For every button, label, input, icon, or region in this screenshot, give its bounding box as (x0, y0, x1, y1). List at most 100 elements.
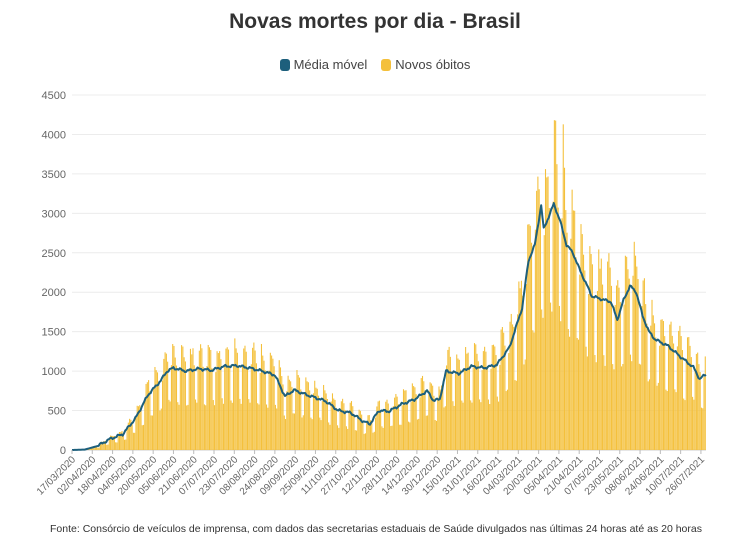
daily-death-bar (576, 337, 578, 450)
daily-death-bar (542, 317, 544, 450)
daily-death-bar (302, 415, 304, 450)
daily-death-bar (189, 348, 192, 450)
daily-death-bar (102, 441, 104, 450)
daily-death-bar (481, 370, 483, 450)
daily-death-bar (591, 264, 593, 450)
daily-death-bar (328, 422, 330, 450)
daily-death-bar (317, 395, 320, 450)
daily-death-bar (697, 352, 699, 450)
daily-death-bar (245, 351, 247, 450)
daily-death-bar (531, 242, 533, 450)
legend-item-media-movel[interactable]: Média móvel (279, 57, 367, 72)
daily-death-bar (343, 403, 345, 450)
daily-death-bar (269, 352, 271, 450)
y-tick-label: 0 (60, 445, 66, 457)
daily-death-bar (504, 345, 506, 450)
daily-death-bar (290, 381, 292, 450)
daily-death-bar (602, 284, 604, 450)
daily-death-bar (529, 225, 531, 450)
daily-death-bar (647, 381, 649, 450)
daily-death-bar (547, 176, 549, 450)
daily-death-bar (551, 311, 553, 450)
daily-death-bar (556, 164, 558, 450)
moving-average-line (71, 202, 707, 451)
daily-death-bar (486, 367, 488, 450)
daily-death-bar (211, 368, 213, 450)
daily-death-bar (240, 403, 242, 450)
daily-death-bar (689, 345, 691, 450)
daily-death-bar (149, 391, 151, 450)
daily-death-bar (316, 388, 318, 450)
daily-death-bar (310, 417, 312, 450)
daily-death-bar (419, 397, 421, 450)
daily-death-bar (196, 402, 198, 450)
daily-death-bar (638, 363, 640, 450)
daily-death-bar (163, 358, 165, 450)
daily-death-bar (675, 392, 677, 450)
daily-death-bar (244, 345, 246, 450)
daily-death-bar (315, 387, 317, 450)
daily-death-bar (655, 337, 657, 450)
daily-death-bar (698, 364, 700, 450)
daily-death-bar (111, 435, 113, 450)
y-tick-label: 4500 (42, 90, 66, 102)
daily-death-bar (434, 419, 436, 450)
daily-death-bar (619, 302, 621, 450)
daily-death-bar (610, 285, 612, 450)
daily-death-bar (283, 415, 285, 450)
daily-death-bar (413, 386, 415, 450)
daily-death-bar (262, 355, 264, 450)
daily-death-bar (184, 361, 186, 450)
daily-death-bar (116, 442, 118, 450)
daily-death-bar (233, 366, 235, 450)
daily-death-bar (267, 407, 269, 450)
daily-death-bar (424, 390, 426, 450)
daily-death-bar (91, 447, 93, 450)
daily-death-bar (304, 392, 306, 450)
daily-death-bar (439, 389, 441, 450)
daily-death-bar (192, 348, 194, 450)
daily-death-bar (354, 430, 356, 450)
daily-death-bar (608, 253, 610, 450)
daily-death-bar (423, 381, 425, 450)
daily-death-bar (489, 404, 491, 450)
daily-death-bar (562, 124, 564, 451)
daily-death-bar (684, 400, 686, 450)
daily-death-bar (617, 280, 619, 450)
daily-death-bar (443, 407, 445, 450)
chart-legend: Média móvel Novos óbitos (0, 57, 750, 72)
daily-death-bar (135, 416, 137, 450)
daily-death-bar (375, 417, 377, 450)
legend-item-novos-obitos[interactable]: Novos óbitos (381, 57, 470, 72)
daily-death-bar (414, 387, 416, 450)
daily-death-bar (583, 254, 585, 450)
daily-death-bar (479, 399, 481, 450)
daily-death-bar (447, 349, 449, 450)
daily-death-bar (305, 377, 307, 450)
daily-death-bar (577, 339, 580, 450)
daily-death-bar (364, 433, 366, 450)
daily-death-bar (536, 190, 538, 451)
daily-death-bar (661, 319, 663, 450)
daily-death-bar (88, 449, 90, 450)
daily-death-bar (465, 347, 467, 450)
daily-death-bar (528, 224, 530, 450)
daily-death-bar (552, 201, 554, 450)
daily-death-bar (356, 430, 358, 450)
daily-death-bar (440, 385, 443, 450)
daily-death-bar (123, 439, 126, 450)
daily-death-bar (669, 324, 671, 450)
daily-death-bar (254, 350, 256, 450)
daily-death-bar (194, 399, 197, 450)
daily-death-bar (533, 332, 535, 450)
daily-death-bar (514, 380, 516, 450)
daily-death-bar (632, 275, 634, 450)
daily-death-bar (615, 285, 618, 450)
daily-death-bar (391, 425, 393, 450)
daily-death-bar (352, 406, 354, 450)
daily-death-bar (520, 280, 522, 450)
daily-death-bar (703, 376, 705, 450)
daily-death-bar (585, 346, 587, 450)
daily-death-bar (108, 439, 110, 450)
daily-death-bar (569, 336, 571, 450)
